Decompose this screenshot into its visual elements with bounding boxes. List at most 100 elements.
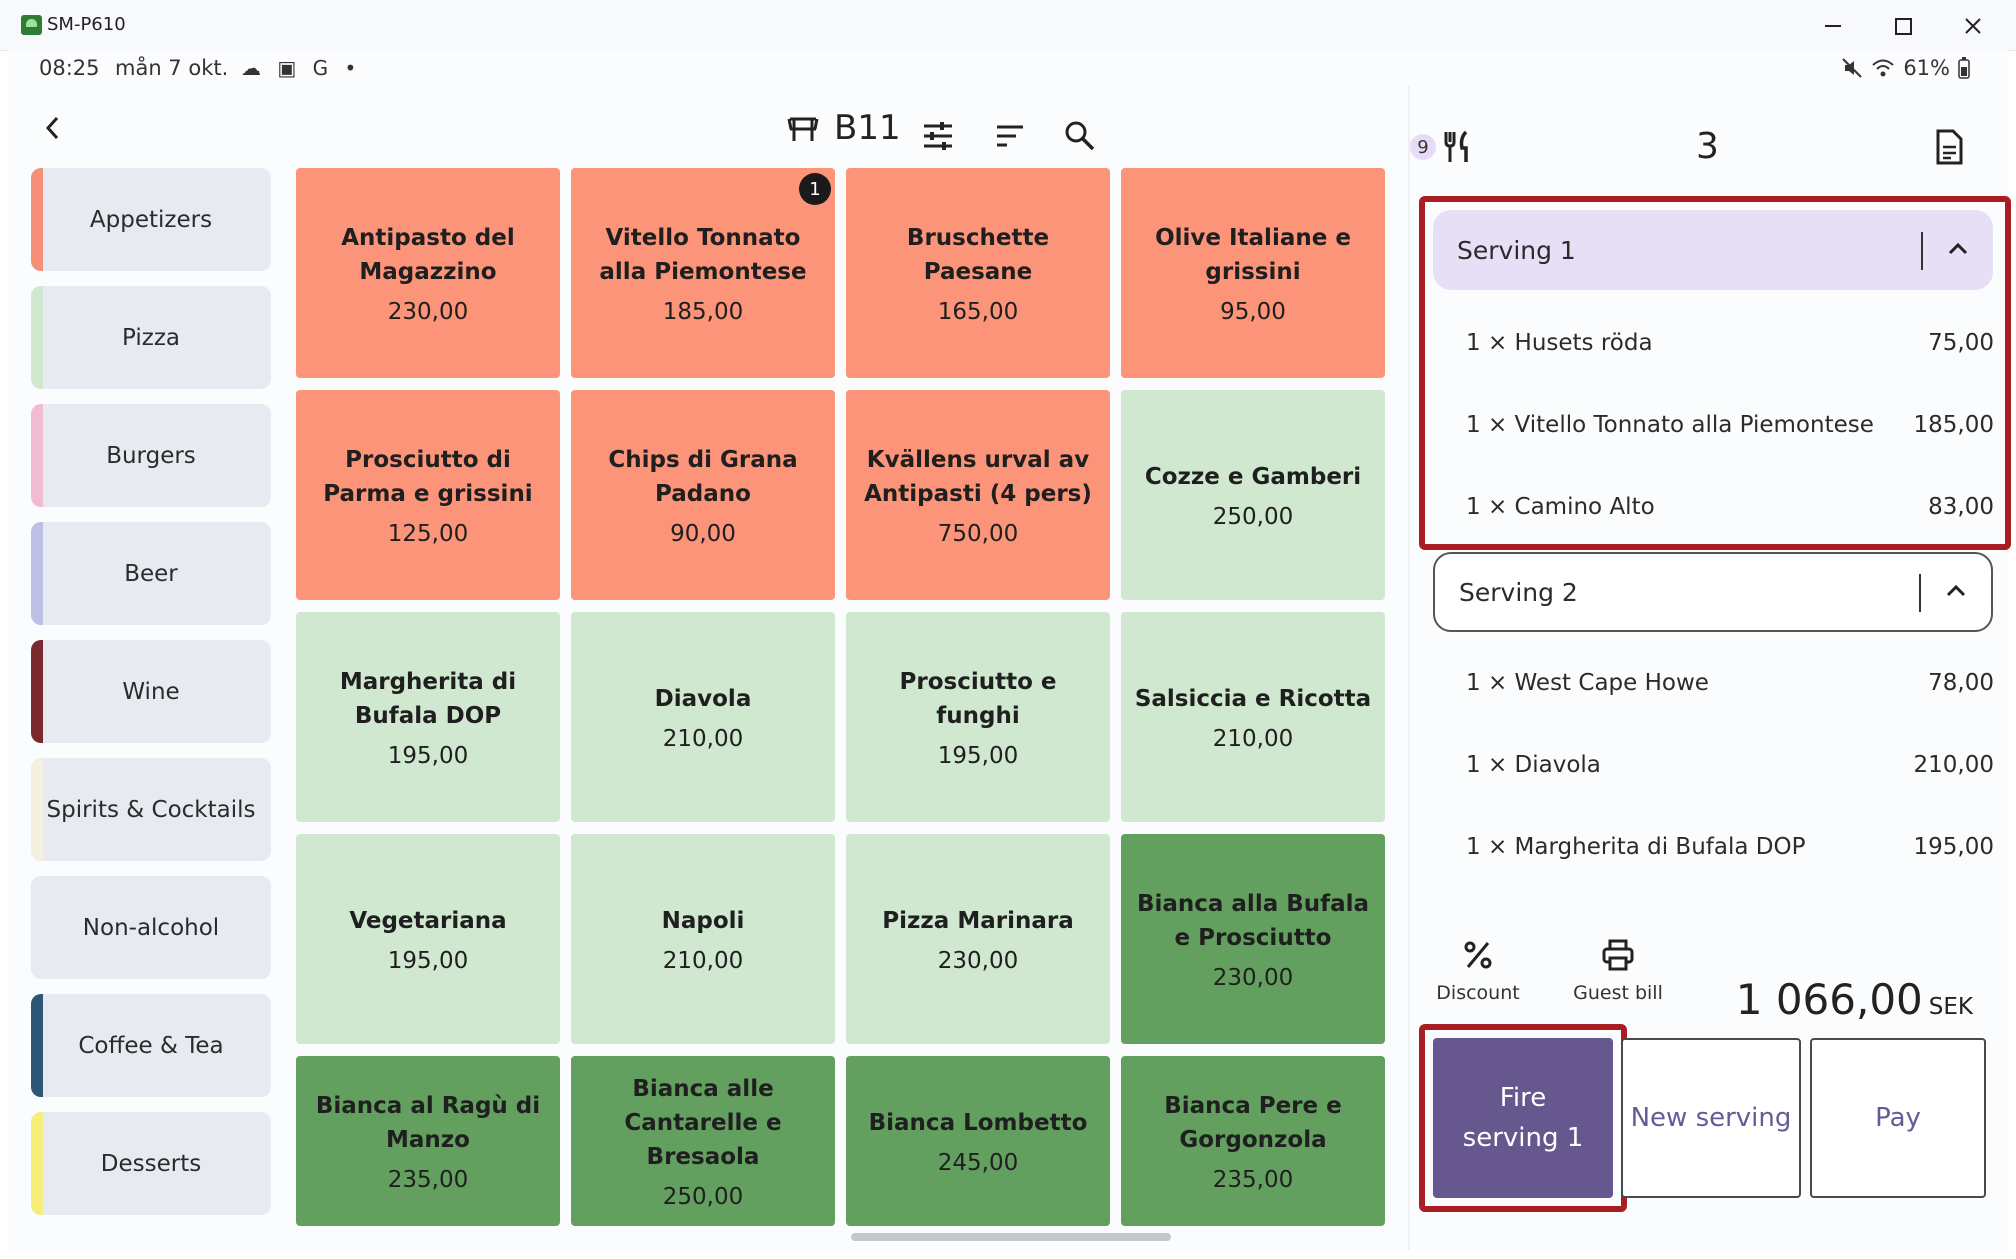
product-name: Antipasto del Magazzino bbox=[341, 225, 515, 285]
order-document-button[interactable] bbox=[1934, 129, 1964, 165]
category-spirits-cocktails[interactable]: Spirits & Cocktails bbox=[31, 758, 271, 861]
category-desserts[interactable]: Desserts bbox=[31, 1112, 271, 1215]
category-beer[interactable]: Beer bbox=[31, 522, 271, 625]
product-price: 210,00 bbox=[1212, 726, 1294, 752]
product-name: Prosciutto e funghi bbox=[899, 669, 1057, 729]
category-non-alcohol[interactable]: Non-alcohol bbox=[31, 876, 271, 979]
line-qty: 1 × bbox=[1466, 412, 1508, 438]
total-currency: SEK bbox=[1928, 994, 1973, 1020]
search-icon bbox=[1065, 121, 1095, 151]
category-color-stripe bbox=[31, 758, 43, 861]
product-name: Bianca alle Cantarelle e Bresaola bbox=[624, 1076, 782, 1170]
product-tile[interactable]: Olive Italiane e grissini 95,00 bbox=[1121, 168, 1385, 378]
product-price: 230,00 bbox=[387, 299, 469, 325]
chevron-up-icon bbox=[1946, 584, 1966, 597]
product-price: 230,00 bbox=[1212, 965, 1294, 991]
course-number: 3 bbox=[1696, 126, 1719, 167]
product-tile[interactable]: Bianca Lombetto 245,00 bbox=[846, 1056, 1110, 1226]
product-tile[interactable]: Napoli 210,00 bbox=[571, 834, 835, 1044]
category-color-stripe bbox=[31, 1112, 43, 1215]
product-tile[interactable]: Chips di Grana Padano 90,00 bbox=[571, 390, 835, 600]
product-price: 235,00 bbox=[387, 1167, 469, 1193]
table-name: B11 bbox=[834, 108, 901, 148]
guest-bill-button[interactable]: Guest bill bbox=[1568, 938, 1668, 1004]
close-window-button[interactable] bbox=[1943, 8, 2003, 44]
product-tile[interactable]: Vegetariana 195,00 bbox=[296, 834, 560, 1044]
category-burgers[interactable]: Burgers bbox=[31, 404, 271, 507]
pay-button[interactable]: Pay bbox=[1810, 1038, 1986, 1198]
order-line[interactable]: 1 × Camino Alto 83,00 bbox=[1466, 494, 1994, 520]
line-qty: 1 × bbox=[1466, 834, 1508, 860]
serving-2-header[interactable]: Serving 2 bbox=[1433, 552, 1993, 632]
order-line[interactable]: 1 × West Cape Howe 78,00 bbox=[1466, 670, 1994, 696]
back-button[interactable] bbox=[33, 105, 73, 149]
maximize-button[interactable] bbox=[1873, 8, 1933, 44]
collapse-serving-1-button[interactable] bbox=[1945, 236, 1971, 262]
wifi-icon bbox=[1872, 59, 1894, 77]
line-price: 83,00 bbox=[1928, 494, 1994, 520]
product-tile[interactable]: Salsiccia e Ricotta 210,00 bbox=[1121, 612, 1385, 822]
product-name: Vitello Tonnato alla Piemontese bbox=[599, 225, 807, 285]
minimize-button[interactable] bbox=[1803, 8, 1863, 44]
category-label: Appetizers bbox=[89, 206, 213, 233]
line-qty: 1 × bbox=[1466, 494, 1508, 520]
device-screen: 08:25 mån 7 okt. ☁ ▣ G • 61% B11 Appetiz… bbox=[8, 50, 2011, 1250]
order-line[interactable]: 1 × Vitello Tonnato alla Piemontese 185,0… bbox=[1466, 412, 1994, 438]
category-appetizers[interactable]: Appetizers bbox=[31, 168, 271, 271]
product-tile[interactable]: Bianca alle Cantarelle e Bresaola 250,00 bbox=[571, 1056, 835, 1226]
product-price: 245,00 bbox=[937, 1150, 1019, 1176]
product-price: 210,00 bbox=[662, 726, 744, 752]
order-line[interactable]: 1 × Diavola 210,00 bbox=[1466, 752, 1994, 778]
category-pizza[interactable]: Pizza bbox=[31, 286, 271, 389]
product-tile[interactable]: Margherita di Bufala DOP 195,00 bbox=[296, 612, 560, 822]
product-name: Cozze e Gamberi bbox=[1144, 464, 1362, 490]
discount-button[interactable]: Discount bbox=[1430, 938, 1526, 1004]
order-line[interactable]: 1 × Margherita di Bufala DOP 195,00 bbox=[1466, 834, 1994, 860]
window-title: SM-P610 bbox=[47, 14, 126, 35]
category-color-stripe bbox=[31, 876, 43, 979]
sort-icon bbox=[997, 125, 1023, 147]
product-price: 165,00 bbox=[937, 299, 1019, 325]
category-color-stripe bbox=[31, 522, 43, 625]
table-title: B11 bbox=[786, 108, 901, 148]
category-coffee-tea[interactable]: Coffee & Tea bbox=[31, 994, 271, 1097]
pay-label: Pay bbox=[1875, 1103, 1921, 1133]
horizontal-scrollbar[interactable] bbox=[851, 1233, 1171, 1241]
category-color-stripe bbox=[31, 286, 43, 389]
filter-settings-button[interactable] bbox=[916, 114, 960, 158]
product-name: Olive Italiane e grissini bbox=[1155, 225, 1351, 285]
product-name: Napoli bbox=[661, 908, 745, 934]
document-icon bbox=[1936, 129, 1963, 165]
guest-count-badge: 9 bbox=[1410, 134, 1436, 160]
product-tile[interactable]: Pizza Marinara 230,00 bbox=[846, 834, 1110, 1044]
sort-button[interactable] bbox=[988, 114, 1032, 158]
product-tile[interactable]: Antipasto del Magazzino 230,00 bbox=[296, 168, 560, 378]
product-tile[interactable]: Cozze e Gamberi 250,00 bbox=[1121, 390, 1385, 600]
product-tile[interactable]: Prosciutto e funghi 195,00 bbox=[846, 612, 1110, 822]
serving-1-header[interactable]: Serving 1 bbox=[1433, 210, 1993, 290]
order-line[interactable]: 1 × Husets röda 75,00 bbox=[1466, 330, 1994, 356]
new-serving-button[interactable]: New serving bbox=[1621, 1038, 1801, 1198]
table-seat-icon bbox=[786, 115, 820, 141]
serving-separator bbox=[1919, 574, 1921, 612]
product-tile[interactable]: Bruschette Paesane 165,00 bbox=[846, 168, 1110, 378]
search-button[interactable] bbox=[1058, 114, 1102, 158]
product-tile[interactable]: Bianca al Ragù di Manzo 235,00 bbox=[296, 1056, 560, 1226]
product-name: Bianca alla Bufala e Prosciutto bbox=[1136, 891, 1370, 951]
category-wine[interactable]: Wine bbox=[31, 640, 271, 743]
product-tile[interactable]: Bianca Pere e Gorgonzola 235,00 bbox=[1121, 1056, 1385, 1226]
product-name: Chips di Grana Padano bbox=[608, 447, 798, 507]
line-price: 210,00 bbox=[1913, 752, 1994, 778]
category-label: Desserts bbox=[100, 1150, 202, 1177]
product-tile[interactable]: Bianca alla Bufala e Prosciutto 230,00 bbox=[1121, 834, 1385, 1044]
product-tile[interactable]: 1 Vitello Tonnato alla Piemontese 185,00 bbox=[571, 168, 835, 378]
status-right: 61% bbox=[1841, 56, 1970, 80]
product-tile[interactable]: Prosciutto di Parma e grissini 125,00 bbox=[296, 390, 560, 600]
tune-icon bbox=[924, 122, 952, 150]
collapse-serving-2-button[interactable] bbox=[1943, 578, 1969, 604]
category-label: Pizza bbox=[122, 324, 180, 351]
line-name: Vitello Tonnato alla Piemontese bbox=[1514, 412, 1874, 438]
product-tile[interactable]: Diavola 210,00 bbox=[571, 612, 835, 822]
product-tile[interactable]: Kvällens urval av Antipasti (4 pers) 750,… bbox=[846, 390, 1110, 600]
fire-serving-button[interactable]: Fire serving 1 bbox=[1433, 1038, 1613, 1198]
